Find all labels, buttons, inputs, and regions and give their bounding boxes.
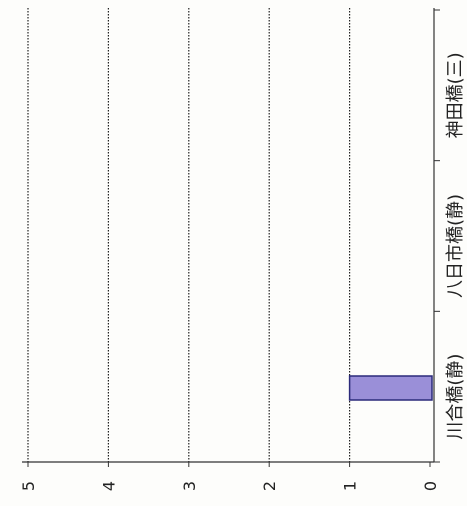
tick-labels: 0 1 2 3 4 5 [19, 481, 440, 491]
axes [22, 8, 440, 467]
value-tick-label-2: 2 [260, 481, 279, 491]
value-tick-label-1: 1 [341, 481, 360, 491]
value-tick-label-0: 0 [421, 481, 440, 491]
category-label-0: 川合橋(静) [445, 354, 466, 440]
value-tick-label-4: 4 [99, 481, 118, 491]
value-tick-label-3: 3 [180, 481, 199, 491]
category-labels: 川合橋(静) 八日市橋(静) 神田橋(三) [445, 52, 466, 439]
category-label-2: 神田橋(三) [445, 52, 466, 138]
value-tick-label-5: 5 [19, 481, 38, 491]
bars [348, 375, 433, 401]
bar-0 [348, 375, 433, 401]
category-label-1: 八日市橋(静) [445, 194, 466, 298]
gridlines [27, 8, 351, 462]
